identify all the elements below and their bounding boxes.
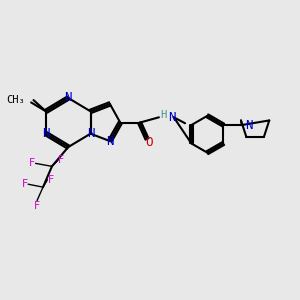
Text: N: N xyxy=(245,118,253,131)
Text: N: N xyxy=(168,111,175,124)
Text: F: F xyxy=(58,155,64,165)
Text: N: N xyxy=(87,127,94,140)
Text: F: F xyxy=(29,158,35,168)
Text: F: F xyxy=(21,179,28,189)
Text: O: O xyxy=(146,136,153,149)
Text: F: F xyxy=(34,202,40,212)
Text: H: H xyxy=(160,110,167,120)
Text: F: F xyxy=(48,175,54,185)
Text: CH₃: CH₃ xyxy=(6,95,25,105)
Text: N: N xyxy=(64,92,72,104)
Text: N: N xyxy=(106,135,114,148)
Text: N: N xyxy=(42,127,50,140)
